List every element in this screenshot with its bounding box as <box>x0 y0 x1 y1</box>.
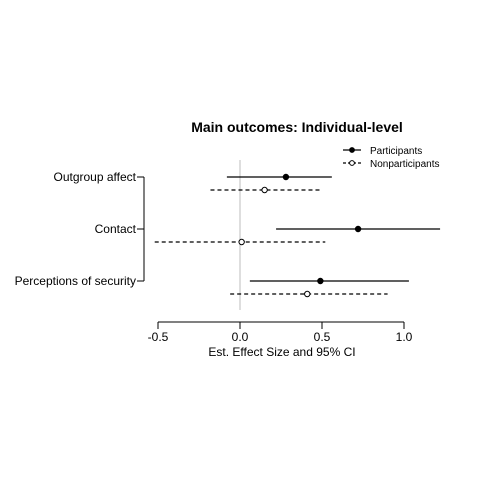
point-estimate <box>238 238 245 246</box>
x-tick-label: 0.0 <box>232 330 249 344</box>
legend-marker <box>349 160 355 166</box>
legend: Participants Nonparticipants <box>343 146 439 170</box>
y-tick-label: Perceptions of security <box>15 274 136 288</box>
x-tick-label: 0.5 <box>314 330 331 344</box>
point-estimate <box>282 173 290 181</box>
chart-title: Main outcomes: Individual-level <box>191 119 403 135</box>
legend-label: Nonparticipants <box>370 159 439 170</box>
legend-marker <box>349 147 355 153</box>
point-estimate <box>354 225 362 233</box>
plot-area: -0.5 0.0 0.5 1.0 Outgroup affect Contact Perce… <box>15 160 441 344</box>
point-estimate <box>261 186 268 194</box>
point-estimate <box>304 290 311 298</box>
y-tick-label: Outgroup affect <box>54 170 137 184</box>
x-tick-label: -0.5 <box>148 330 169 344</box>
legend-label: Participants <box>370 146 422 157</box>
y-tick-label: Contact <box>95 222 137 236</box>
x-tick-label: 1.0 <box>396 330 413 344</box>
x-axis-title: Est. Effect Size and 95% CI <box>208 345 355 359</box>
point-estimate <box>317 277 324 285</box>
